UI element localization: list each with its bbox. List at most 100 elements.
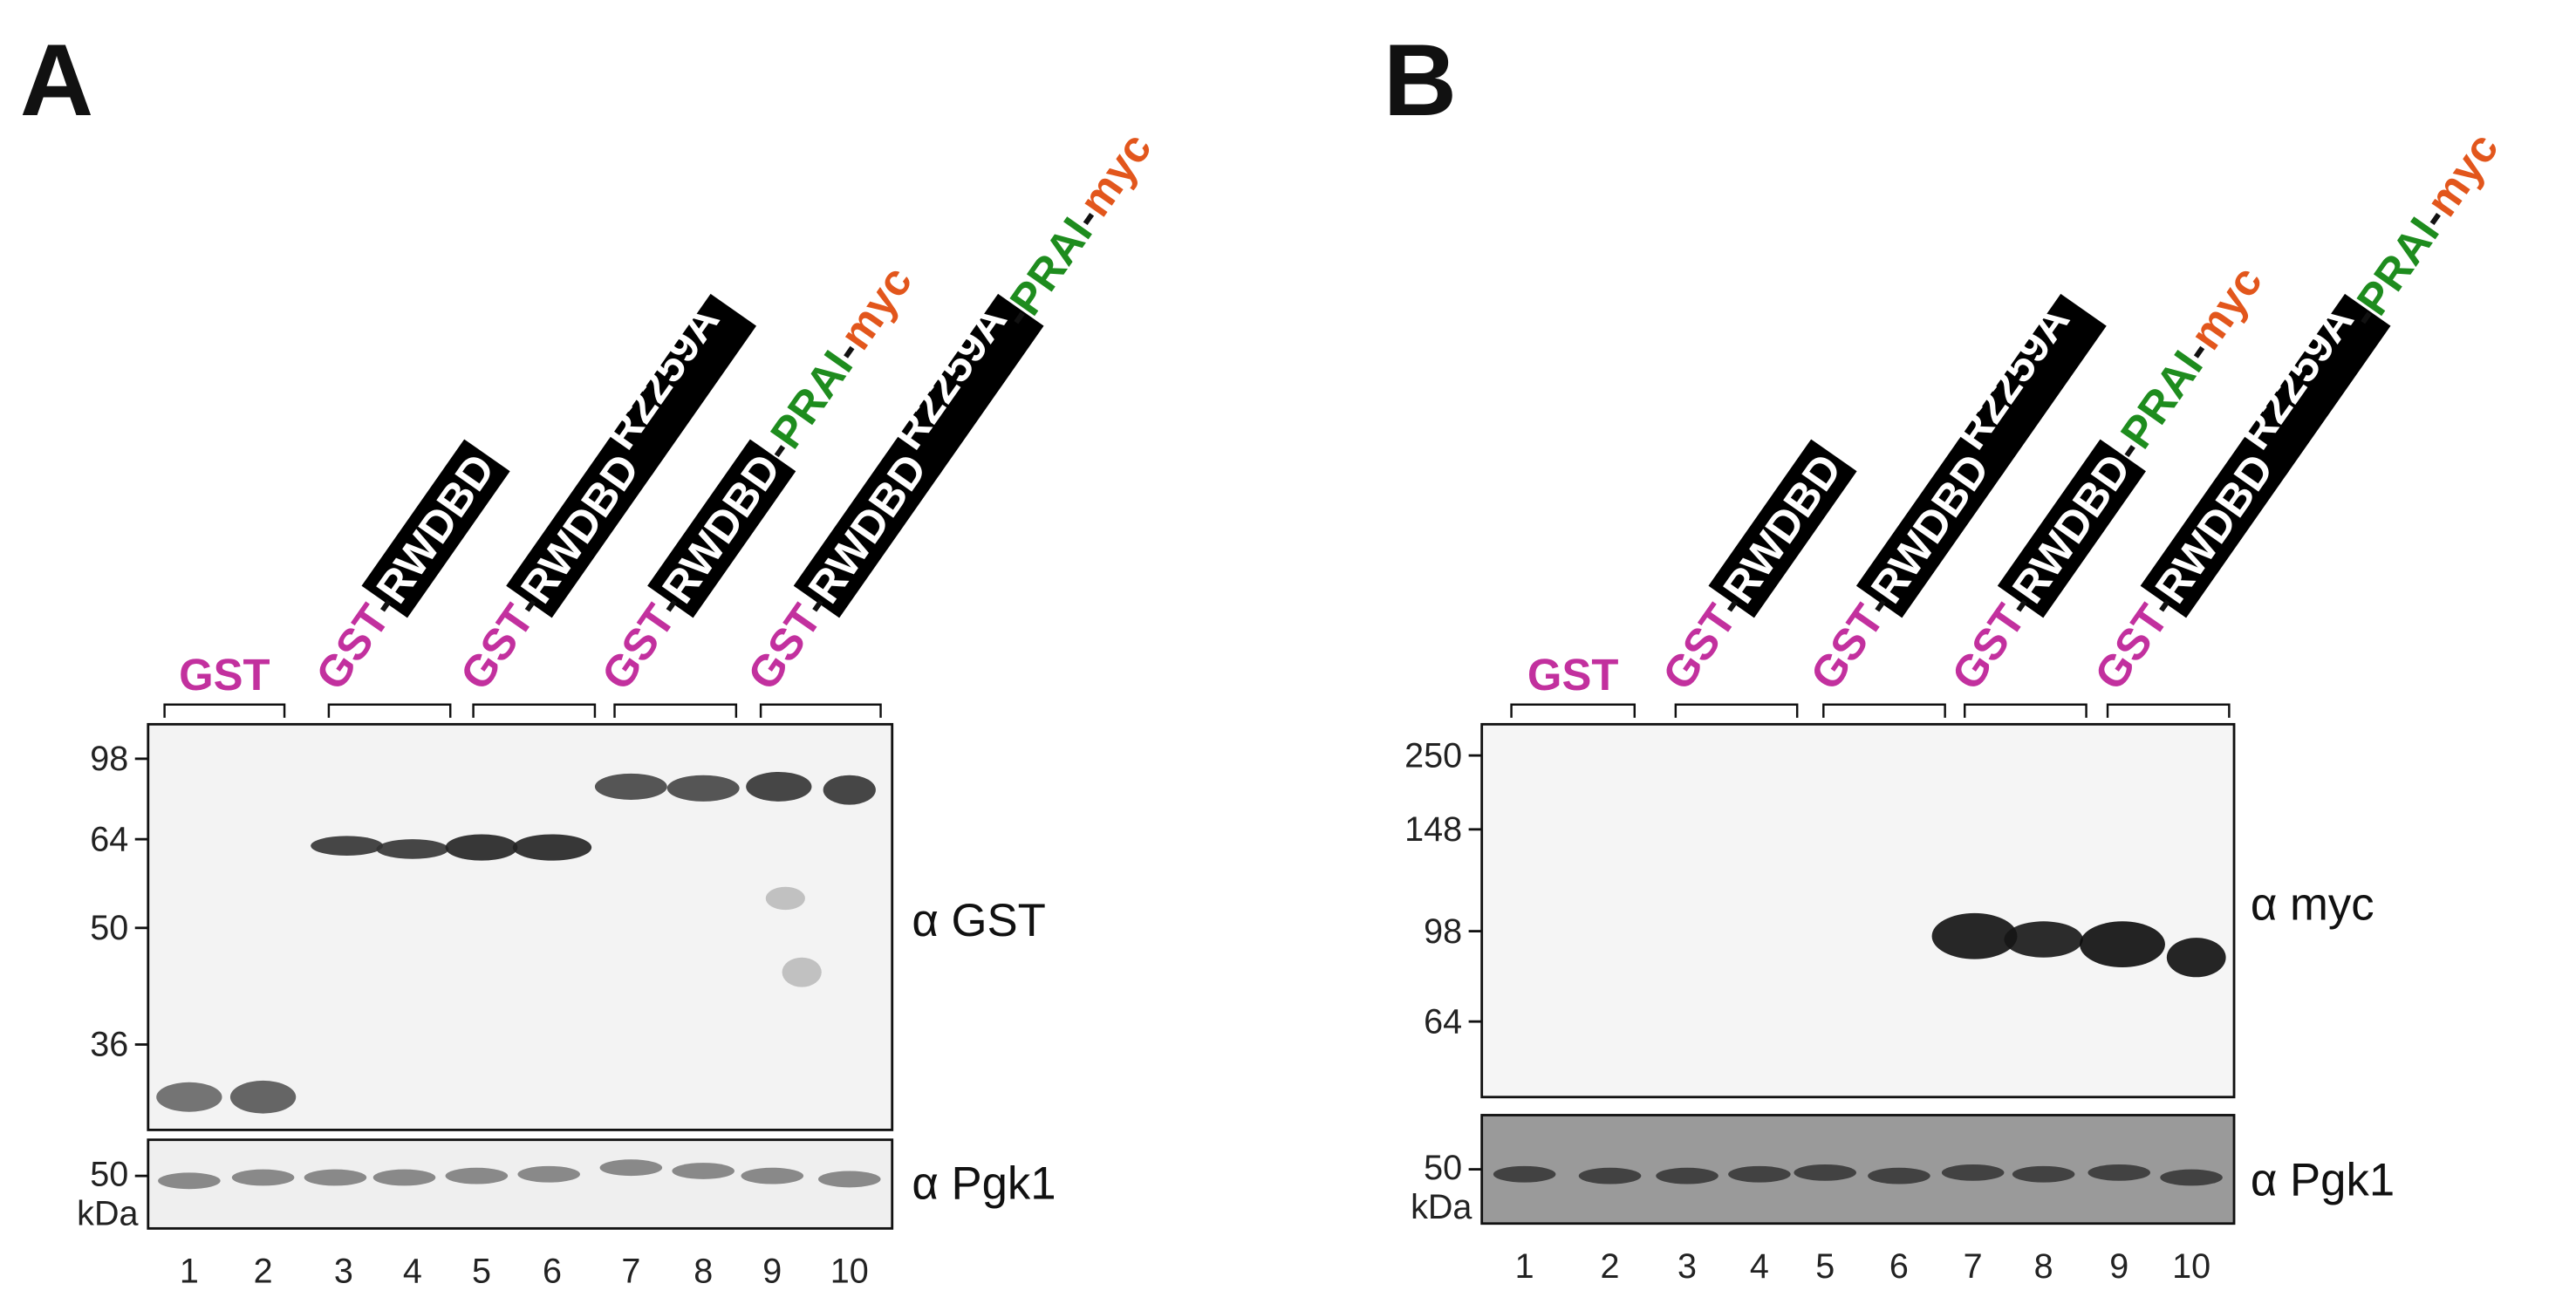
lane-number: 3 bbox=[1677, 1247, 1697, 1286]
label-box bbox=[2140, 439, 2289, 618]
antibody-label: α Pgk1 bbox=[2251, 1155, 2395, 1206]
band bbox=[156, 1082, 222, 1112]
label-box bbox=[605, 293, 757, 475]
panel-label: A bbox=[20, 23, 93, 137]
bracket bbox=[327, 703, 452, 718]
loading-band bbox=[1578, 1167, 1642, 1185]
construct-label: GST bbox=[179, 650, 270, 700]
band bbox=[229, 1080, 297, 1114]
construct-part: RWDBD bbox=[798, 445, 936, 612]
loading-band bbox=[445, 1167, 509, 1185]
band bbox=[311, 836, 384, 856]
construct-part: RWDBD bbox=[1713, 445, 1851, 612]
antibody-label: α myc bbox=[2251, 878, 2374, 930]
bracket bbox=[163, 703, 286, 718]
label-box bbox=[506, 439, 655, 618]
band bbox=[2080, 921, 2165, 968]
lane-number: 1 bbox=[1515, 1247, 1534, 1286]
loading-band bbox=[2012, 1165, 2075, 1183]
loading-band bbox=[304, 1169, 367, 1186]
band bbox=[782, 957, 822, 987]
label-box bbox=[793, 439, 942, 618]
marker-label: 50 bbox=[90, 909, 128, 947]
antibody-label: α GST bbox=[912, 895, 1046, 946]
loading-band bbox=[158, 1172, 221, 1190]
loading-band bbox=[1868, 1167, 1930, 1185]
band bbox=[666, 775, 740, 802]
bracket bbox=[613, 703, 738, 718]
construct-part: RWDBD bbox=[653, 445, 790, 612]
loading-band bbox=[2160, 1169, 2223, 1186]
lane-number: 2 bbox=[254, 1253, 273, 1291]
lane-number: 6 bbox=[543, 1253, 562, 1291]
bracket bbox=[1822, 703, 1946, 718]
lane-number: 5 bbox=[472, 1253, 491, 1291]
label-box bbox=[1956, 293, 2107, 475]
label-box bbox=[1708, 439, 1857, 618]
band bbox=[823, 775, 876, 805]
lane-number: 6 bbox=[1889, 1247, 1909, 1286]
lane-number: 8 bbox=[2034, 1247, 2053, 1286]
band bbox=[594, 773, 667, 800]
panel-label: B bbox=[1384, 23, 1457, 137]
unit-label: kDa bbox=[77, 1195, 138, 1233]
lane-number: 5 bbox=[1815, 1247, 1835, 1286]
lane-number: 10 bbox=[830, 1253, 869, 1291]
band bbox=[1931, 912, 2018, 959]
label-box bbox=[1997, 439, 2146, 618]
loading-band bbox=[372, 1169, 436, 1186]
lane-number: 10 bbox=[2172, 1247, 2210, 1286]
construct-part: RWDBD bbox=[511, 445, 649, 612]
loading-band bbox=[517, 1165, 580, 1183]
lane-number: 7 bbox=[621, 1253, 640, 1291]
marker-label: 50 bbox=[1424, 1149, 1462, 1187]
loading-band bbox=[817, 1171, 881, 1188]
label-box bbox=[361, 439, 510, 618]
lane-number: 4 bbox=[1750, 1247, 1769, 1286]
marker-label: 64 bbox=[1424, 1002, 1462, 1041]
marker-label: 36 bbox=[90, 1026, 128, 1064]
loading-band bbox=[1728, 1165, 1791, 1183]
loading-band bbox=[599, 1159, 663, 1177]
lane-number: 4 bbox=[403, 1253, 422, 1291]
construct-part: GST bbox=[179, 650, 270, 700]
band bbox=[2004, 921, 2083, 958]
loading-band bbox=[231, 1169, 295, 1186]
label-box bbox=[1855, 439, 2005, 618]
construct-part: RWDBD bbox=[1862, 445, 1999, 612]
loading-band bbox=[1656, 1167, 1718, 1185]
construct-part: RWDBD bbox=[2145, 445, 2283, 612]
marker-label: 98 bbox=[90, 740, 128, 778]
bracket bbox=[1510, 703, 1636, 718]
lane-number: 8 bbox=[694, 1253, 713, 1291]
bracket bbox=[2106, 703, 2231, 718]
band bbox=[376, 839, 449, 859]
construct-part: GST bbox=[1527, 650, 1619, 700]
loading-band bbox=[672, 1163, 735, 1179]
loading-band bbox=[1941, 1164, 2005, 1181]
unit-label: kDa bbox=[1411, 1188, 1472, 1226]
marker-label: 50 bbox=[90, 1155, 128, 1193]
lane-number: 1 bbox=[180, 1253, 199, 1291]
construct-part: RWDBD bbox=[2003, 445, 2141, 612]
lane-number: 2 bbox=[1601, 1247, 1620, 1286]
label-box bbox=[893, 293, 1044, 475]
loading-band bbox=[1794, 1164, 1856, 1181]
marker-label: 250 bbox=[1404, 736, 1462, 775]
band bbox=[512, 834, 592, 861]
construct-part: RWDBD bbox=[366, 445, 504, 612]
loading-band bbox=[741, 1167, 804, 1185]
band bbox=[445, 834, 518, 861]
band bbox=[746, 771, 812, 802]
label-box bbox=[647, 439, 796, 618]
marker-label: 64 bbox=[90, 820, 128, 858]
marker-label: 98 bbox=[1424, 912, 1462, 951]
lane-number: 9 bbox=[762, 1253, 782, 1291]
band bbox=[765, 886, 805, 911]
label-box bbox=[2240, 293, 2391, 475]
loading-band bbox=[1493, 1165, 1556, 1183]
antibody-label: α Pgk1 bbox=[912, 1157, 1056, 1209]
blot bbox=[1480, 722, 2236, 1099]
